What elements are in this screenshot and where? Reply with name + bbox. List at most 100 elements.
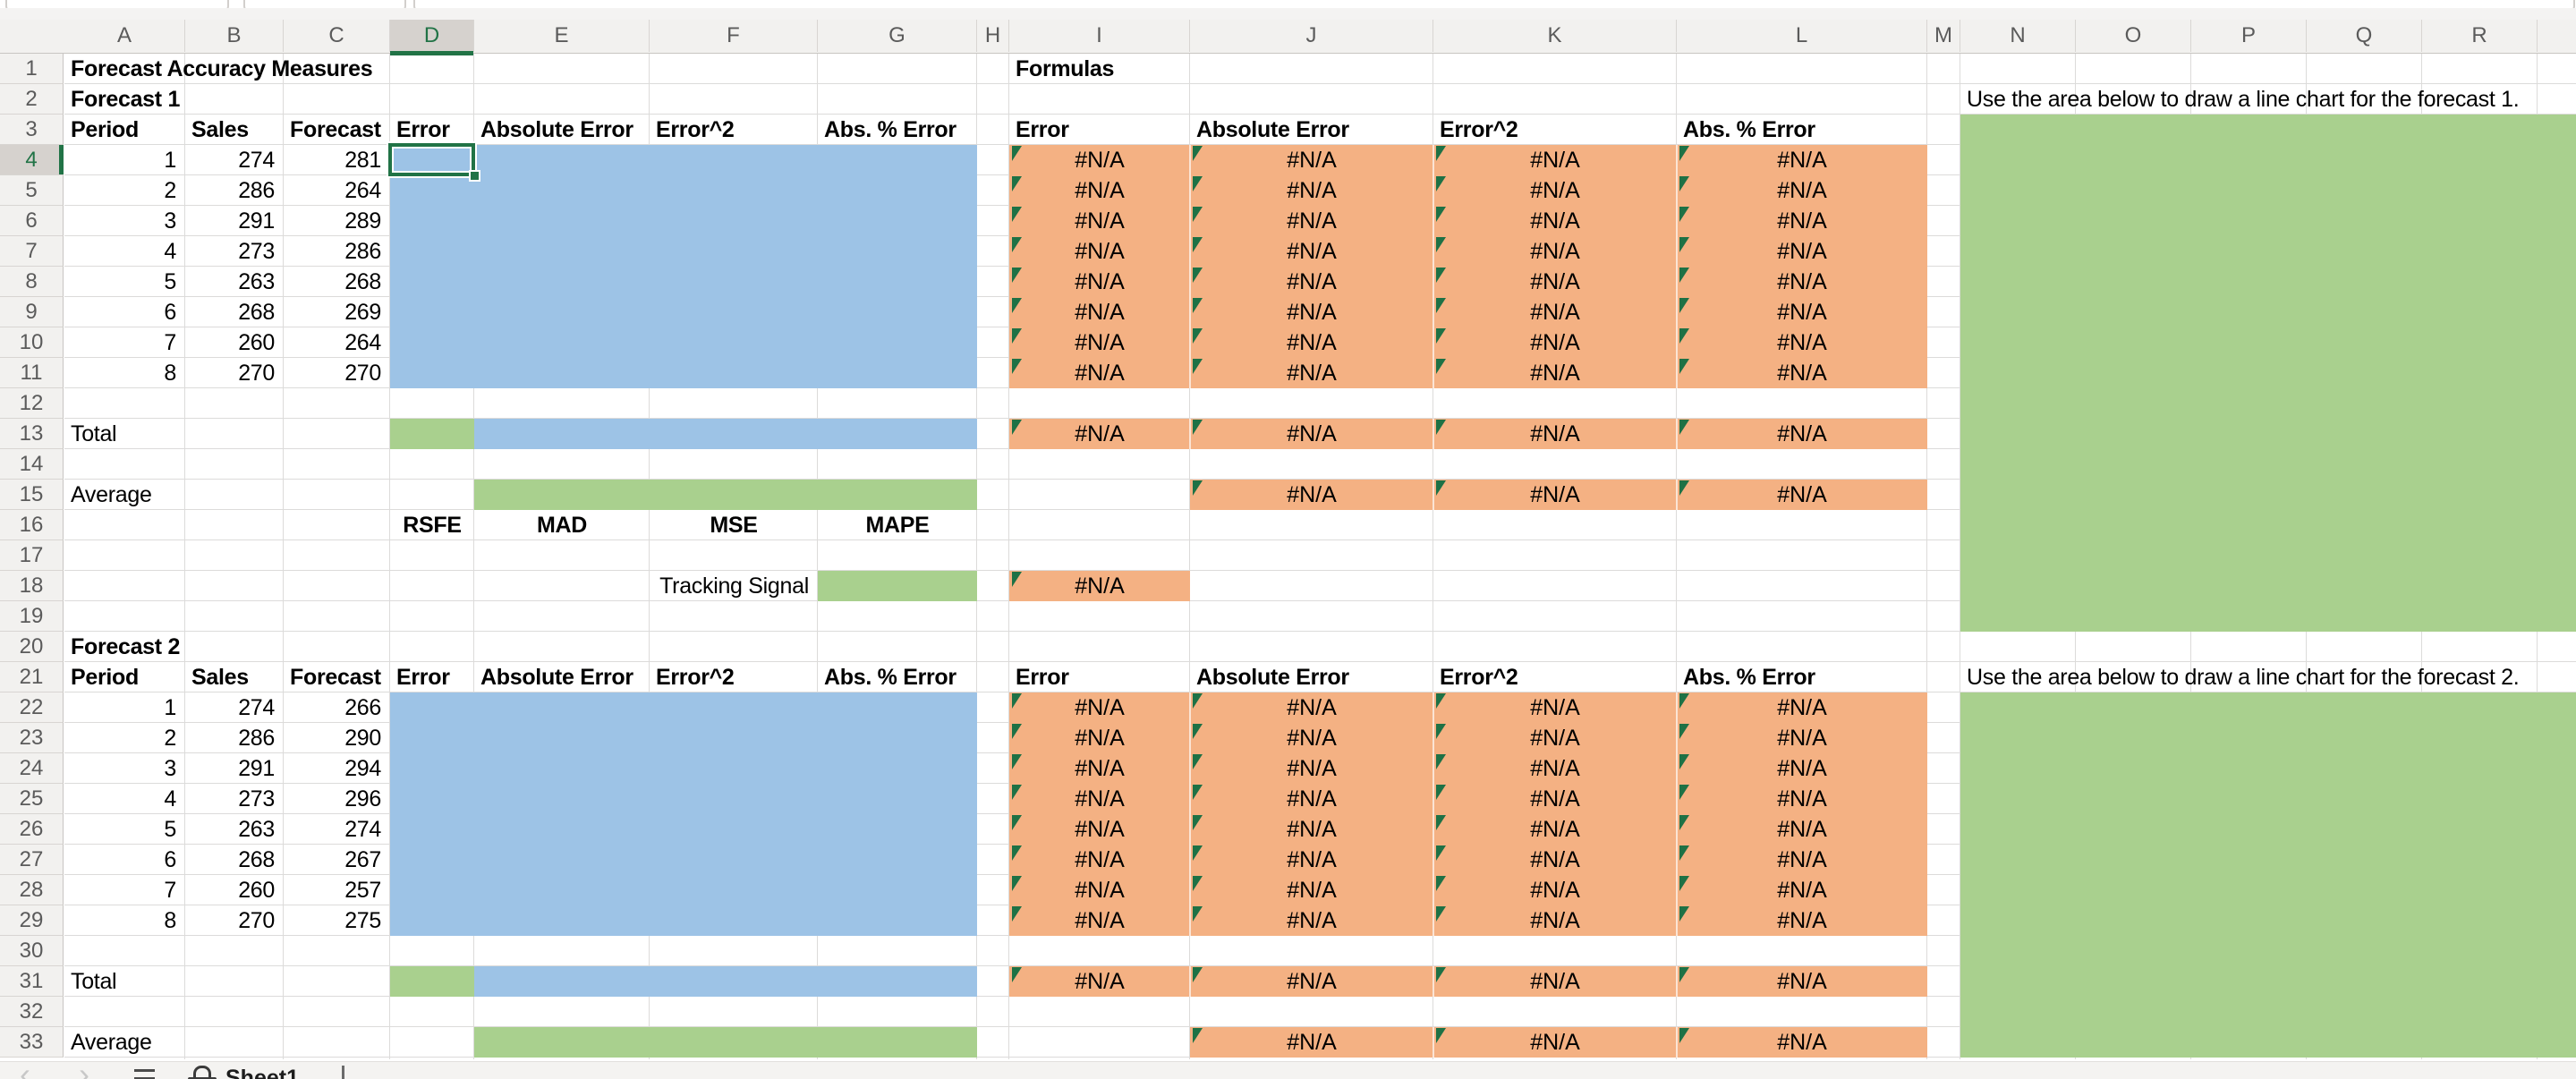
- cell-K5[interactable]: #N/A: [1433, 175, 1677, 206]
- cell-I8[interactable]: #N/A: [1009, 267, 1190, 297]
- cell-I11[interactable]: #N/A: [1009, 358, 1190, 388]
- row-header-6[interactable]: 6: [0, 206, 64, 236]
- col-header-E[interactable]: E: [474, 20, 650, 52]
- cell-A7[interactable]: 4: [164, 239, 176, 264]
- row-header-4[interactable]: 4: [0, 145, 64, 175]
- row-header-19[interactable]: 19: [0, 601, 64, 632]
- row-header-22[interactable]: 22: [0, 692, 64, 723]
- row-header-32[interactable]: 32: [0, 997, 64, 1027]
- cell-A22[interactable]: 1: [164, 695, 176, 720]
- cell-I24[interactable]: #N/A: [1009, 753, 1190, 784]
- cell-F18[interactable]: Tracking Signal: [659, 573, 809, 599]
- row-header-1[interactable]: 1: [0, 54, 64, 84]
- col-header-F[interactable]: F: [650, 20, 818, 52]
- cell-L9[interactable]: #N/A: [1677, 297, 1927, 327]
- row-header-24[interactable]: 24: [0, 753, 64, 784]
- cell-F21[interactable]: Error^2: [656, 665, 735, 690]
- cell-J15[interactable]: #N/A: [1190, 480, 1433, 510]
- cell-K26[interactable]: #N/A: [1433, 814, 1677, 845]
- cell-B9[interactable]: 268: [238, 300, 275, 325]
- cell-G3[interactable]: Abs. % Error: [824, 117, 956, 142]
- cell-J25[interactable]: #N/A: [1190, 784, 1433, 814]
- cell-L22[interactable]: #N/A: [1677, 692, 1927, 723]
- selection-fill-handle[interactable]: [469, 170, 480, 182]
- cell-I23[interactable]: #N/A: [1009, 723, 1190, 753]
- cell-K7[interactable]: #N/A: [1433, 236, 1677, 267]
- cell-F3[interactable]: Error^2: [656, 117, 735, 142]
- cell-I7[interactable]: #N/A: [1009, 236, 1190, 267]
- row-header-12[interactable]: 12: [0, 388, 64, 419]
- cell-B29[interactable]: 270: [238, 908, 275, 933]
- cell-L4[interactable]: #N/A: [1677, 145, 1927, 175]
- col-header-Q[interactable]: Q: [2307, 20, 2422, 52]
- cell-I6[interactable]: #N/A: [1009, 206, 1190, 236]
- cell-C9[interactable]: 269: [344, 300, 381, 325]
- cell-L11[interactable]: #N/A: [1677, 358, 1927, 388]
- cell-K22[interactable]: #N/A: [1433, 692, 1677, 723]
- cell-B22[interactable]: 274: [238, 695, 275, 720]
- cell-D16[interactable]: RSFE: [403, 513, 462, 538]
- row-header-2[interactable]: 2: [0, 84, 64, 115]
- cell-L10[interactable]: #N/A: [1677, 327, 1927, 358]
- cell-A5[interactable]: 2: [164, 178, 176, 203]
- row-header-14[interactable]: 14: [0, 449, 64, 480]
- row-header-5[interactable]: 5: [0, 175, 64, 206]
- cell-J22[interactable]: #N/A: [1190, 692, 1433, 723]
- cell-K21[interactable]: Error^2: [1440, 665, 1518, 690]
- cell-K31[interactable]: #N/A: [1433, 966, 1677, 997]
- cell-L13[interactable]: #N/A: [1677, 419, 1927, 449]
- cell-L21[interactable]: Abs. % Error: [1683, 665, 1815, 690]
- cell-K25[interactable]: #N/A: [1433, 784, 1677, 814]
- row-header-11[interactable]: 11: [0, 358, 64, 388]
- cell-A24[interactable]: 3: [164, 756, 176, 781]
- cell-I31[interactable]: #N/A: [1009, 966, 1190, 997]
- row-header-33[interactable]: 33: [0, 1027, 64, 1058]
- cell-B11[interactable]: 270: [238, 361, 275, 386]
- cell-K15[interactable]: #N/A: [1433, 480, 1677, 510]
- cell-C6[interactable]: 289: [344, 208, 381, 234]
- cell-L6[interactable]: #N/A: [1677, 206, 1927, 236]
- cell-K29[interactable]: #N/A: [1433, 905, 1677, 936]
- col-header-G[interactable]: G: [818, 20, 977, 52]
- col-header-R[interactable]: R: [2422, 20, 2538, 52]
- col-header-C[interactable]: C: [284, 20, 390, 52]
- cell-F16[interactable]: MSE: [710, 513, 758, 538]
- cell-A4[interactable]: 1: [164, 148, 176, 173]
- prev-sheet-button[interactable]: ‹: [20, 1056, 30, 1079]
- cell-K8[interactable]: #N/A: [1433, 267, 1677, 297]
- cell-L25[interactable]: #N/A: [1677, 784, 1927, 814]
- cell-I13[interactable]: #N/A: [1009, 419, 1190, 449]
- row-header-15[interactable]: 15: [0, 480, 64, 510]
- cell-B24[interactable]: 291: [238, 756, 275, 781]
- row-header-10[interactable]: 10: [0, 327, 64, 358]
- col-header-L[interactable]: L: [1677, 20, 1927, 52]
- cell-I1[interactable]: Formulas: [1016, 56, 1115, 81]
- cell-N2[interactable]: Use the area below to draw a line chart …: [1967, 87, 2520, 112]
- cell-K4[interactable]: #N/A: [1433, 145, 1677, 175]
- row-header-23[interactable]: 23: [0, 723, 64, 753]
- cell-L23[interactable]: #N/A: [1677, 723, 1927, 753]
- cell-J24[interactable]: #N/A: [1190, 753, 1433, 784]
- cell-A13[interactable]: Total: [71, 421, 117, 446]
- cell-B5[interactable]: 286: [238, 178, 275, 203]
- row-header-9[interactable]: 9: [0, 297, 64, 327]
- cell-B4[interactable]: 274: [238, 148, 275, 173]
- cell-A33[interactable]: Average: [71, 1030, 152, 1055]
- cell-B7[interactable]: 273: [238, 239, 275, 264]
- col-header-P[interactable]: P: [2191, 20, 2307, 52]
- cell-I9[interactable]: #N/A: [1009, 297, 1190, 327]
- row-header-3[interactable]: 3: [0, 115, 64, 145]
- cell-A1[interactable]: Forecast Accuracy Measures: [71, 56, 373, 81]
- row-header-28[interactable]: 28: [0, 875, 64, 905]
- cell-K13[interactable]: #N/A: [1433, 419, 1677, 449]
- row-header-16[interactable]: 16: [0, 510, 64, 540]
- cell-K3[interactable]: Error^2: [1440, 117, 1518, 142]
- row-header-20[interactable]: 20: [0, 632, 64, 662]
- cell-J13[interactable]: #N/A: [1190, 419, 1433, 449]
- cell-C26[interactable]: 274: [344, 817, 381, 842]
- cell-B23[interactable]: 286: [238, 726, 275, 751]
- cell-L7[interactable]: #N/A: [1677, 236, 1927, 267]
- cell-I25[interactable]: #N/A: [1009, 784, 1190, 814]
- cell-C25[interactable]: 296: [344, 786, 381, 811]
- cell-I22[interactable]: #N/A: [1009, 692, 1190, 723]
